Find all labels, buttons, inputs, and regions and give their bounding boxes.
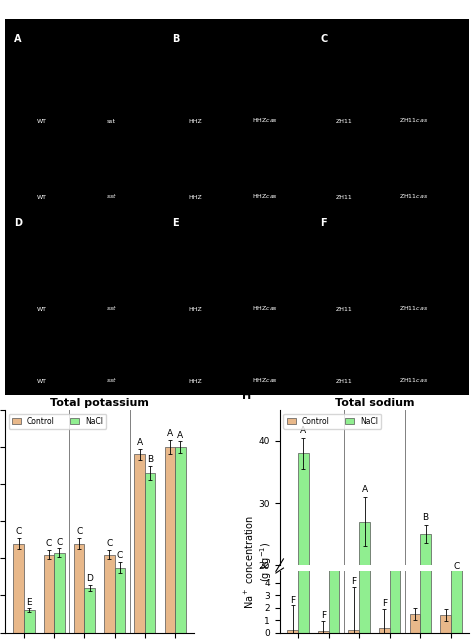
Text: E: E <box>172 219 179 228</box>
Text: C: C <box>320 35 328 44</box>
Text: HHZ$\it{cas}$: HHZ$\it{cas}$ <box>252 192 278 199</box>
Text: C: C <box>392 578 398 587</box>
Bar <box>390 459 401 633</box>
Bar <box>451 422 462 633</box>
Text: F: F <box>382 599 387 608</box>
Bar <box>104 555 115 633</box>
Bar <box>44 555 54 633</box>
Text: $\it{sst}$: $\it{sst}$ <box>106 304 117 312</box>
Bar <box>13 544 24 633</box>
Text: ZH11: ZH11 <box>336 119 352 125</box>
Bar <box>420 322 431 633</box>
Text: F: F <box>320 219 327 228</box>
Bar <box>390 603 401 639</box>
Text: B: B <box>172 35 179 44</box>
Legend: Control, NaCl: Control, NaCl <box>9 413 106 429</box>
Bar <box>451 584 462 639</box>
Text: H: H <box>242 391 251 401</box>
Text: Control: Control <box>219 27 255 36</box>
Text: A: A <box>362 485 367 494</box>
Text: WT: WT <box>37 307 47 312</box>
Text: ZH11$\it{cas}$: ZH11$\it{cas}$ <box>399 304 428 312</box>
Text: B: B <box>147 455 153 464</box>
Text: A: A <box>137 438 143 447</box>
Text: A: A <box>301 426 306 435</box>
Text: F: F <box>290 596 295 604</box>
Text: WT: WT <box>37 119 47 125</box>
Text: A: A <box>14 35 21 44</box>
Bar <box>145 473 155 633</box>
Text: B: B <box>423 512 429 521</box>
Text: HHZ: HHZ <box>188 119 202 125</box>
Text: C: C <box>117 551 123 560</box>
Text: F: F <box>321 611 326 620</box>
Text: WT: WT <box>37 379 47 383</box>
Text: WT: WT <box>37 194 47 199</box>
Bar <box>54 553 65 633</box>
Legend: Control, NaCl: Control, NaCl <box>283 413 381 429</box>
Text: ZH11: ZH11 <box>336 307 352 312</box>
Bar <box>410 614 420 633</box>
Bar <box>115 567 125 633</box>
Bar <box>440 615 451 633</box>
Text: ZH11$\it{cas}$: ZH11$\it{cas}$ <box>399 116 428 125</box>
Text: D: D <box>86 574 93 583</box>
Bar <box>74 544 84 633</box>
Bar <box>287 630 298 633</box>
Bar <box>359 521 370 639</box>
Text: ZH11$\it{cas}$: ZH11$\it{cas}$ <box>399 192 428 199</box>
Bar <box>420 534 431 639</box>
Title: Total potassium: Total potassium <box>50 397 149 408</box>
Bar <box>379 627 390 633</box>
Text: A: A <box>167 429 173 438</box>
Text: HHZ: HHZ <box>188 194 202 199</box>
Text: C: C <box>106 539 112 548</box>
Text: F: F <box>351 577 356 586</box>
Bar <box>328 509 339 633</box>
Bar <box>359 297 370 633</box>
Text: D: D <box>14 219 22 228</box>
Bar <box>348 630 359 633</box>
Bar <box>134 454 145 633</box>
Text: $\it{sst}$: $\it{sst}$ <box>106 192 117 199</box>
Text: C: C <box>16 527 22 536</box>
Text: C: C <box>46 539 52 548</box>
Bar <box>84 588 95 633</box>
Text: C: C <box>453 562 459 571</box>
Text: HHZ: HHZ <box>188 307 202 312</box>
Text: ZH11: ZH11 <box>336 194 352 199</box>
Text: HHZ$\it{cas}$: HHZ$\it{cas}$ <box>252 304 278 312</box>
Text: A: A <box>177 431 183 440</box>
Bar <box>298 454 309 639</box>
Bar <box>318 631 328 633</box>
Title: Total sodium: Total sodium <box>335 397 414 408</box>
Text: sst: sst <box>107 119 116 125</box>
Text: HHZ: HHZ <box>188 379 202 383</box>
Text: HHZ$\it{cas}$: HHZ$\it{cas}$ <box>252 376 278 383</box>
Text: $\it{sst}$: $\it{sst}$ <box>106 376 117 383</box>
Text: ZH11: ZH11 <box>336 379 352 383</box>
Text: Na$^+$ concentration
(g kg$^{-1}$): Na$^+$ concentration (g kg$^{-1}$) <box>243 516 274 609</box>
Bar <box>24 610 35 633</box>
Text: HHZ$\it{cas}$: HHZ$\it{cas}$ <box>252 116 278 125</box>
Text: 150 mM NaCl: 150 mM NaCl <box>204 211 270 221</box>
Bar <box>328 627 339 639</box>
Bar <box>298 161 309 633</box>
Text: C: C <box>56 537 63 546</box>
Text: ZH11$\it{cas}$: ZH11$\it{cas}$ <box>399 376 428 383</box>
Bar <box>175 447 186 633</box>
Text: E: E <box>27 597 32 606</box>
Text: C: C <box>76 527 82 536</box>
Bar <box>164 447 175 633</box>
Text: D: D <box>330 606 337 615</box>
